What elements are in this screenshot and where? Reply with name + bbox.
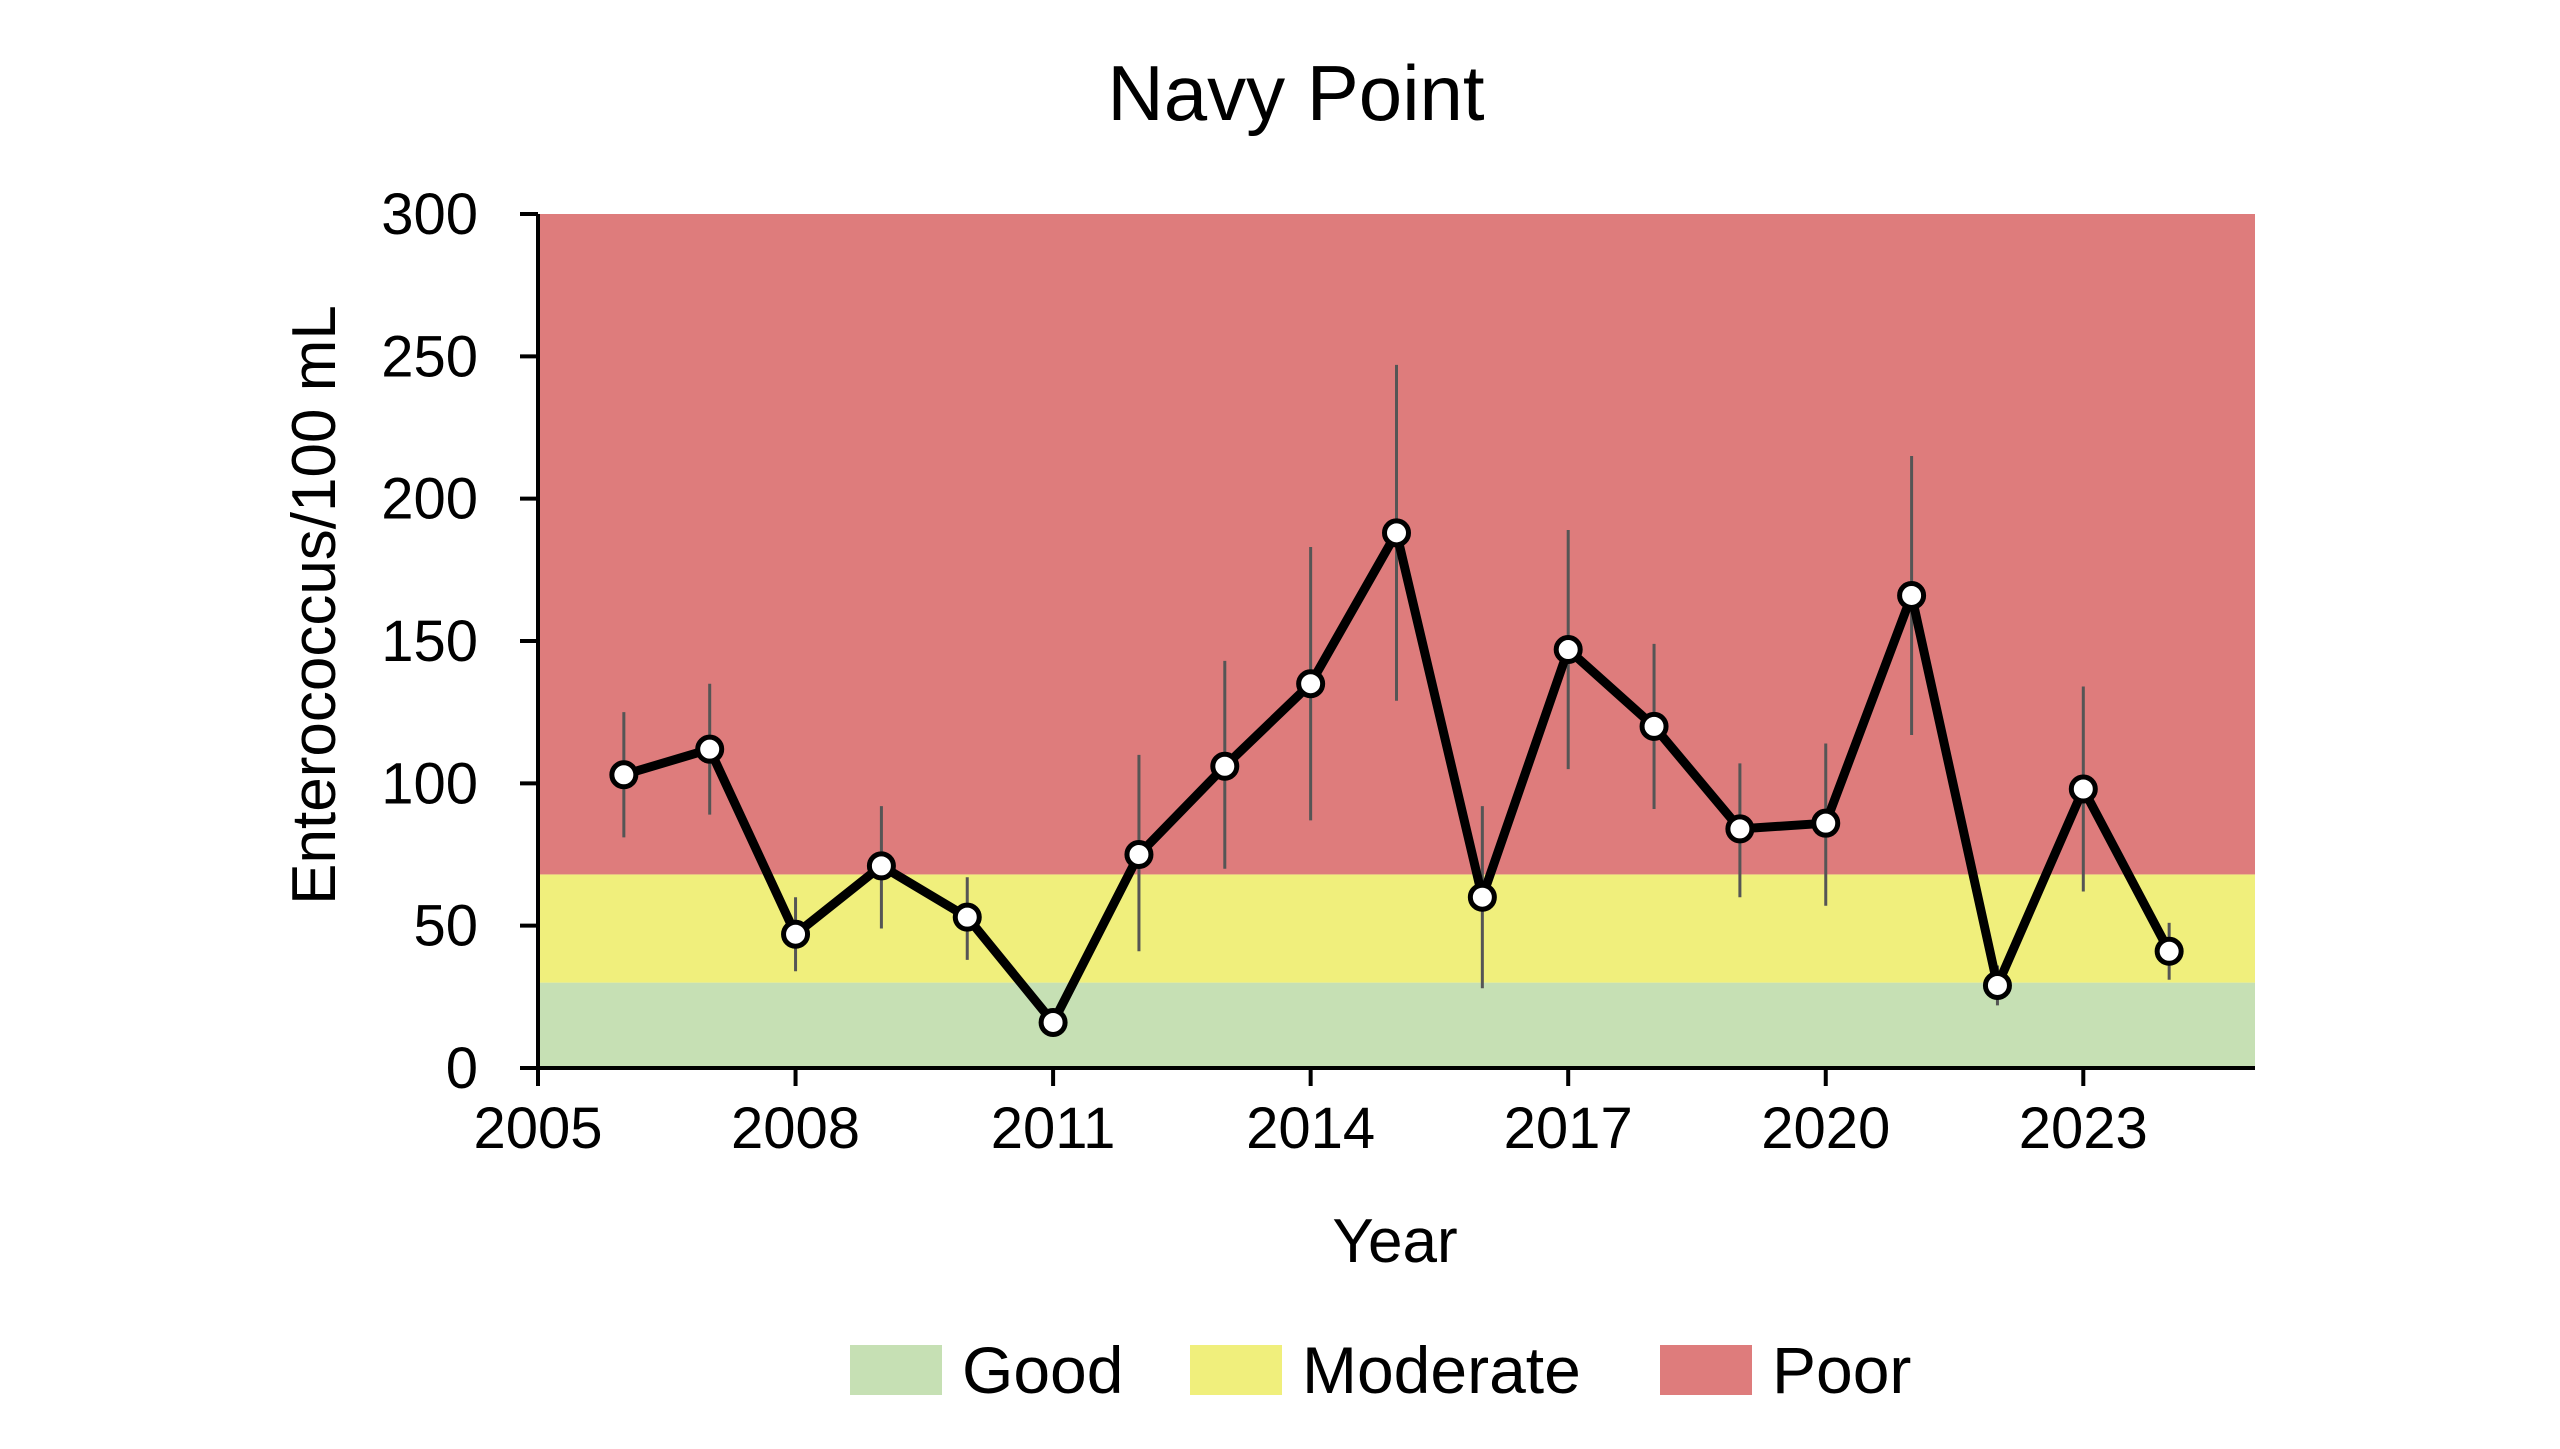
y-tick-label-100: 100 xyxy=(381,751,478,816)
band-good xyxy=(538,982,2255,1068)
data-point-2023 xyxy=(2068,774,2098,804)
x-tick-label-2023: 2023 xyxy=(2019,1096,2148,1161)
data-point-2024 xyxy=(2154,936,2184,966)
y-tick-label-200: 200 xyxy=(381,467,478,532)
data-point-2016 xyxy=(1467,882,1497,912)
legend-swatch-moderate xyxy=(1190,1345,1282,1395)
y-tick-label-250: 250 xyxy=(381,324,478,389)
data-point-2011 xyxy=(1038,1007,1068,1037)
x-tick-label-2020: 2020 xyxy=(1761,1096,1890,1161)
y-tick-label-50: 50 xyxy=(413,894,478,959)
data-point-2006 xyxy=(609,760,639,790)
data-point-2008 xyxy=(781,919,811,949)
data-point-2014 xyxy=(1296,669,1326,699)
legend: Good Moderate Poor xyxy=(850,1333,1911,1407)
legend-label-moderate: Moderate xyxy=(1302,1333,1581,1407)
y-tick-label-300: 300 xyxy=(381,182,478,247)
x-tick-label-2005: 2005 xyxy=(473,1096,602,1161)
x-axis-label: Year xyxy=(1332,1207,1457,1276)
x-tick-label-2017: 2017 xyxy=(1504,1096,1633,1161)
x-tick-label-2011: 2011 xyxy=(991,1096,1116,1161)
data-points xyxy=(609,518,2184,1037)
quality-bands xyxy=(538,214,2255,1068)
data-point-2020 xyxy=(1811,808,1841,838)
data-point-2007 xyxy=(695,734,725,764)
data-point-2015 xyxy=(1382,518,1411,548)
y-axis-label: Enterococcus/100 mL xyxy=(280,305,349,905)
legend-swatch-poor xyxy=(1660,1345,1752,1395)
legend-swatch-good xyxy=(850,1345,942,1395)
y-tick-label-150: 150 xyxy=(381,609,478,674)
axes xyxy=(520,212,2255,1086)
data-point-2019 xyxy=(1725,814,1755,844)
data-point-2017 xyxy=(1553,635,1583,665)
y-tick-label-0: 0 xyxy=(446,1036,478,1101)
data-point-2021 xyxy=(1897,580,1927,610)
x-tick-labels: 2005 2008 2011 2014 2017 2020 2023 xyxy=(473,1096,2147,1161)
chart-title: Navy Point xyxy=(1107,49,1484,137)
legend-label-poor: Poor xyxy=(1772,1333,1911,1407)
data-point-2022 xyxy=(1982,970,2012,1000)
data-point-2018 xyxy=(1639,711,1669,741)
data-point-2012 xyxy=(1124,840,1154,869)
x-tick-label-2014: 2014 xyxy=(1246,1096,1375,1161)
data-point-2013 xyxy=(1210,751,1240,781)
data-point-2009 xyxy=(866,851,896,881)
data-point-2010 xyxy=(952,902,982,932)
x-tick-label-2008: 2008 xyxy=(731,1096,860,1161)
y-tick-labels: 0 50 100 150 200 250 300 xyxy=(381,182,478,1101)
legend-label-good: Good xyxy=(962,1333,1123,1407)
band-moderate xyxy=(538,874,2255,983)
